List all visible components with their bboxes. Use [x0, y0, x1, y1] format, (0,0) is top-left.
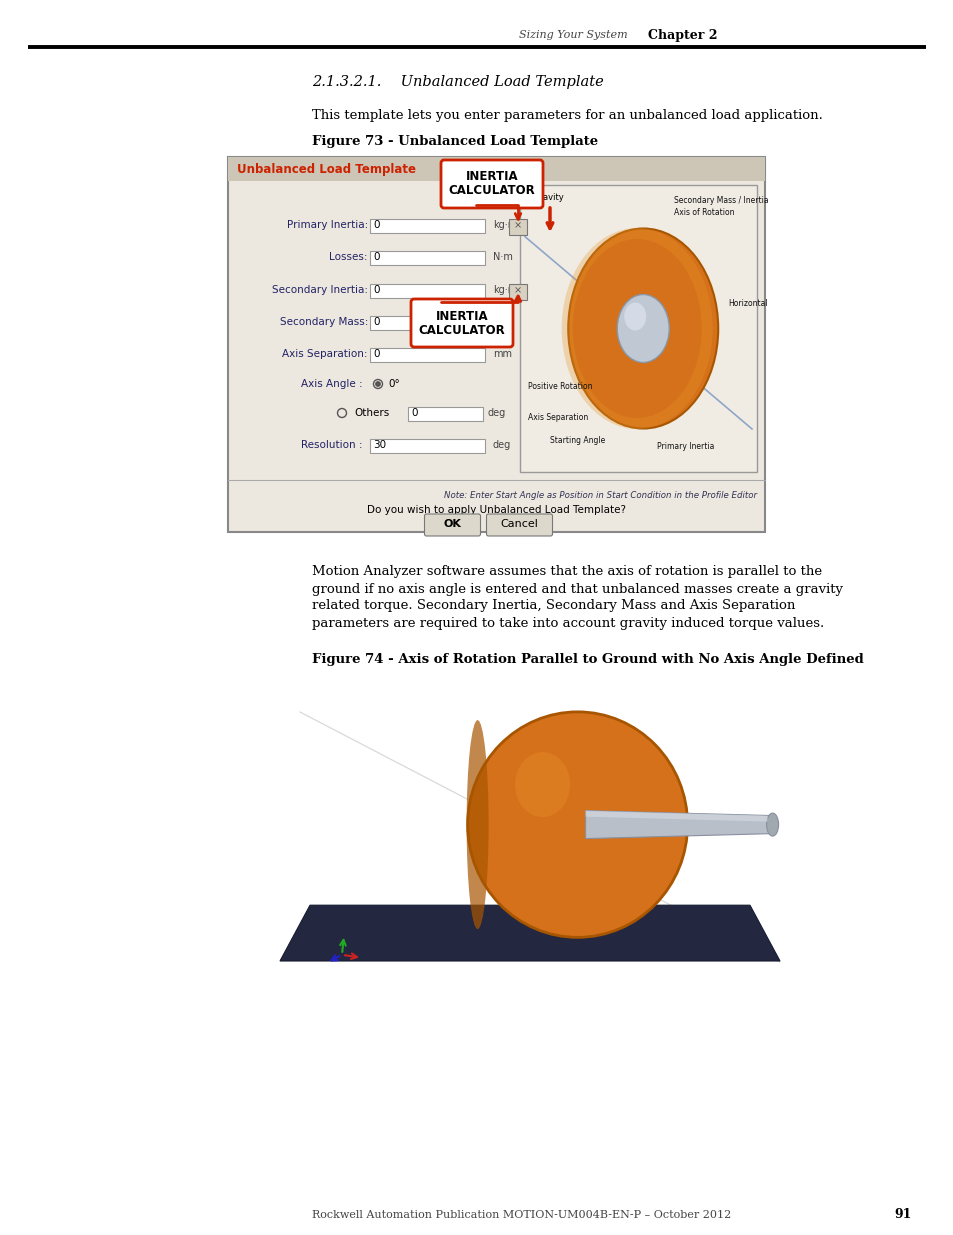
Text: parameters are required to take into account gravity induced torque values.: parameters are required to take into acc… — [312, 616, 823, 630]
FancyBboxPatch shape — [370, 251, 484, 266]
Text: Axis Angle :: Axis Angle : — [301, 379, 363, 389]
FancyBboxPatch shape — [509, 284, 526, 300]
Text: mm: mm — [493, 350, 512, 359]
Text: Unbalanced Load Template: Unbalanced Load Template — [236, 163, 416, 177]
Text: OK: OK — [443, 519, 461, 529]
Text: 30: 30 — [373, 440, 386, 450]
Text: kg·m²: kg·m² — [493, 285, 520, 295]
FancyBboxPatch shape — [370, 438, 484, 453]
FancyBboxPatch shape — [440, 161, 542, 207]
Ellipse shape — [568, 228, 718, 429]
FancyBboxPatch shape — [424, 514, 480, 536]
Text: Axis Separation: Axis Separation — [527, 414, 588, 422]
Text: CALCULATOR: CALCULATOR — [448, 184, 535, 198]
Text: Cancel: Cancel — [500, 519, 537, 529]
Text: Do you wish to apply Unbalanced Load Template?: Do you wish to apply Unbalanced Load Tem… — [367, 505, 625, 515]
Text: CALCULATOR: CALCULATOR — [418, 324, 505, 336]
Text: Secondary Inertia:: Secondary Inertia: — [272, 285, 368, 295]
Text: Losses:: Losses: — [329, 252, 368, 262]
Text: Axis of Rotation: Axis of Rotation — [674, 207, 734, 217]
Polygon shape — [585, 810, 767, 821]
FancyBboxPatch shape — [519, 185, 757, 472]
Text: 0: 0 — [373, 220, 379, 230]
FancyBboxPatch shape — [228, 157, 764, 532]
Text: deg: deg — [488, 408, 506, 417]
Text: Resolution :: Resolution : — [301, 440, 363, 450]
Text: Figure 73 - Unbalanced Load Template: Figure 73 - Unbalanced Load Template — [312, 135, 598, 147]
Text: Primary Inertia: Primary Inertia — [657, 442, 714, 451]
Ellipse shape — [617, 294, 669, 363]
FancyBboxPatch shape — [509, 219, 526, 235]
Text: deg: deg — [493, 440, 511, 450]
FancyBboxPatch shape — [370, 219, 484, 233]
Ellipse shape — [623, 303, 645, 331]
Text: Starting Angle: Starting Angle — [550, 436, 604, 446]
Circle shape — [375, 382, 380, 387]
Text: 0: 0 — [373, 350, 379, 359]
Text: Figure 74 - Axis of Rotation Parallel to Ground with No Axis Angle Defined: Figure 74 - Axis of Rotation Parallel to… — [312, 653, 862, 667]
Text: This template lets you enter parameters for an unbalanced load application.: This template lets you enter parameters … — [312, 109, 822, 121]
Text: Others: Others — [354, 408, 389, 417]
FancyBboxPatch shape — [228, 157, 764, 182]
Text: 0°: 0° — [388, 379, 399, 389]
Text: ⨯: ⨯ — [514, 220, 521, 230]
FancyBboxPatch shape — [408, 408, 482, 421]
Text: 91: 91 — [894, 1209, 911, 1221]
Text: N·m: N·m — [493, 252, 513, 262]
Text: Primary Inertia:: Primary Inertia: — [287, 220, 368, 230]
Text: INERTIA: INERTIA — [465, 170, 517, 184]
Text: 0: 0 — [373, 252, 379, 262]
Text: Sizing Your System: Sizing Your System — [518, 30, 627, 40]
Text: Chapter 2: Chapter 2 — [647, 28, 717, 42]
Text: 0: 0 — [373, 317, 379, 327]
Text: Rockwell Automation Publication MOTION-UM004B-EN-P – October 2012: Rockwell Automation Publication MOTION-U… — [312, 1210, 731, 1220]
Text: Note: Enter Start Angle as Position in Start Condition in the Profile Editor: Note: Enter Start Angle as Position in S… — [443, 492, 757, 500]
Text: Gravity: Gravity — [534, 194, 564, 203]
Polygon shape — [280, 905, 780, 961]
Text: kg: kg — [493, 317, 504, 327]
Text: ⨯: ⨯ — [514, 285, 521, 295]
FancyBboxPatch shape — [370, 348, 484, 362]
Text: Axis Separation:: Axis Separation: — [282, 350, 368, 359]
Text: 0: 0 — [373, 285, 379, 295]
Text: related torque. Secondary Inertia, Secondary Mass and Axis Separation: related torque. Secondary Inertia, Secon… — [312, 599, 795, 613]
FancyBboxPatch shape — [411, 299, 513, 347]
Text: Secondary Mass / Inertia: Secondary Mass / Inertia — [674, 196, 768, 205]
FancyBboxPatch shape — [370, 316, 484, 330]
Text: ground if no axis angle is entered and that unbalanced masses create a gravity: ground if no axis angle is entered and t… — [312, 583, 842, 595]
Ellipse shape — [515, 752, 570, 818]
Ellipse shape — [510, 897, 629, 908]
FancyBboxPatch shape — [370, 284, 484, 298]
Ellipse shape — [766, 813, 778, 836]
Text: Secondary Mass:: Secondary Mass: — [279, 317, 368, 327]
Text: INERTIA: INERTIA — [436, 310, 488, 322]
Text: Motion Analyzer software assumes that the axis of rotation is parallel to the: Motion Analyzer software assumes that th… — [312, 566, 821, 578]
Text: Horizontal: Horizontal — [728, 299, 767, 308]
Text: 0: 0 — [411, 408, 417, 417]
Polygon shape — [585, 810, 772, 839]
Text: 2.1.3.2.1.  Unbalanced Load Template: 2.1.3.2.1. Unbalanced Load Template — [312, 75, 603, 89]
Text: Positive Rotation: Positive Rotation — [527, 382, 592, 390]
FancyBboxPatch shape — [486, 514, 552, 536]
Text: kg·m²: kg·m² — [493, 220, 520, 230]
Ellipse shape — [466, 720, 488, 929]
Ellipse shape — [467, 711, 687, 937]
